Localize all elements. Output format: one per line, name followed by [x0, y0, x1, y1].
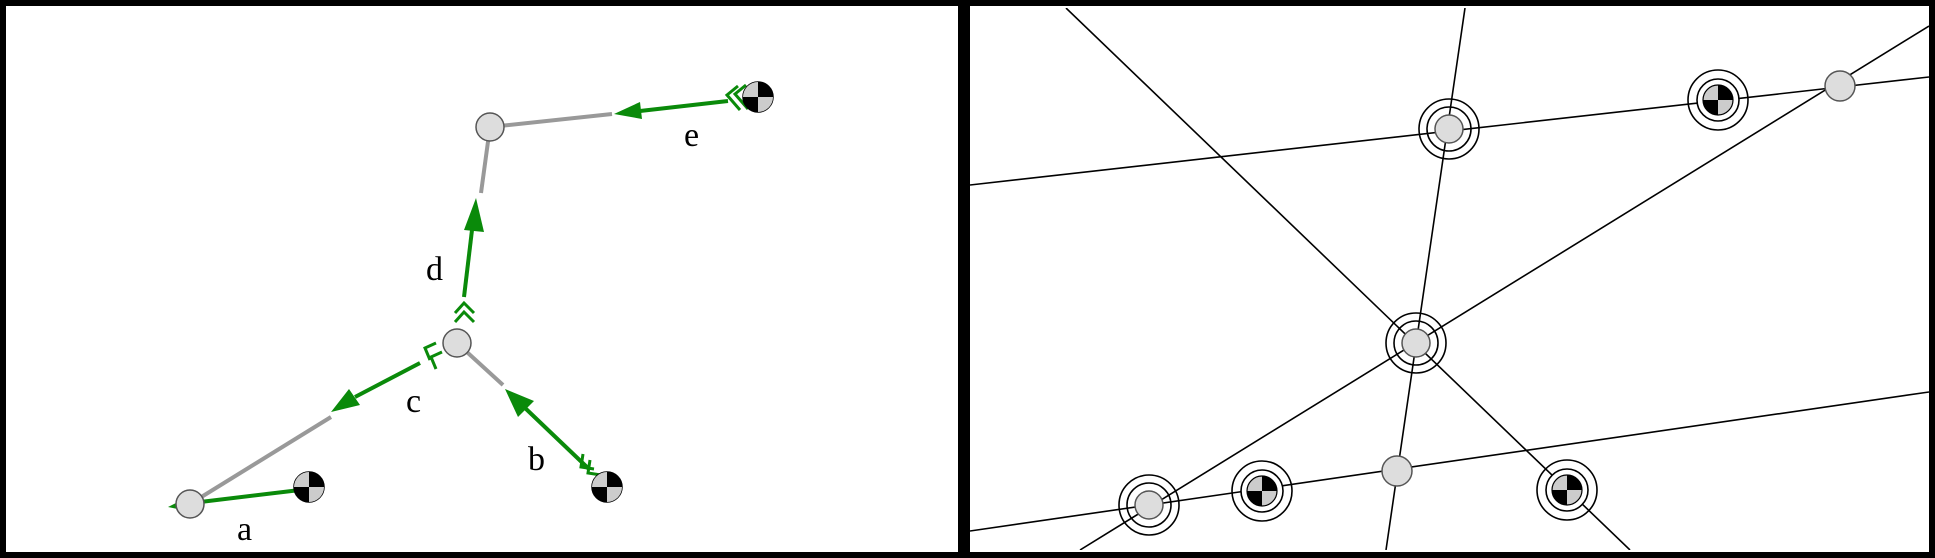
joint-circle-icon: [175, 489, 205, 519]
joint-circle-icon: [1118, 474, 1180, 536]
construction-line: [970, 391, 1929, 532]
arrow-c: [331, 341, 443, 412]
center-of-mass-icon: [1536, 459, 1598, 521]
joint-circle-icon: [1418, 98, 1480, 160]
center-of-mass-icon: [1687, 69, 1749, 131]
left-panel: a b c d e: [0, 0, 964, 558]
joint-circle-icon: [1824, 70, 1856, 102]
link-a: [188, 415, 333, 506]
arrowhead-icon: [331, 389, 360, 412]
double-chevron-icon: [579, 453, 602, 477]
joint-circle-icon: [442, 328, 472, 358]
center-of-mass-icon: [293, 471, 325, 503]
link-e: [489, 112, 613, 129]
right-panel: [964, 0, 1935, 558]
double-chevron-icon: [724, 83, 750, 111]
joint-circle-icon: [475, 112, 505, 142]
arrow-label-e: e: [684, 117, 699, 154]
left-panel-frame: [0, 0, 964, 558]
arrowhead-icon: [505, 389, 534, 417]
center-of-mass-icon: [742, 81, 774, 113]
joint-circle-icon: [1381, 455, 1413, 487]
construction-line: [1065, 8, 1631, 550]
center-of-mass-icon: [591, 471, 623, 503]
arrow-b: [505, 389, 602, 477]
right-panel-frame: [964, 0, 1935, 558]
double-chevron-icon: [423, 341, 443, 370]
joint-circle-icon: [1385, 312, 1447, 374]
arrow-label-b: b: [528, 441, 545, 478]
arrow-label-a: a: [237, 511, 252, 548]
construction-line: [1079, 25, 1929, 550]
arrowhead-icon: [614, 102, 642, 119]
arrow-d: [453, 198, 484, 324]
arrow-e: [614, 83, 750, 119]
double-chevron-icon: [453, 300, 476, 324]
arrow-label-d: d: [426, 251, 443, 288]
center-of-mass-icon: [1231, 460, 1293, 522]
arrowhead-icon: [464, 198, 484, 232]
arrow-label-c: c: [406, 383, 421, 420]
